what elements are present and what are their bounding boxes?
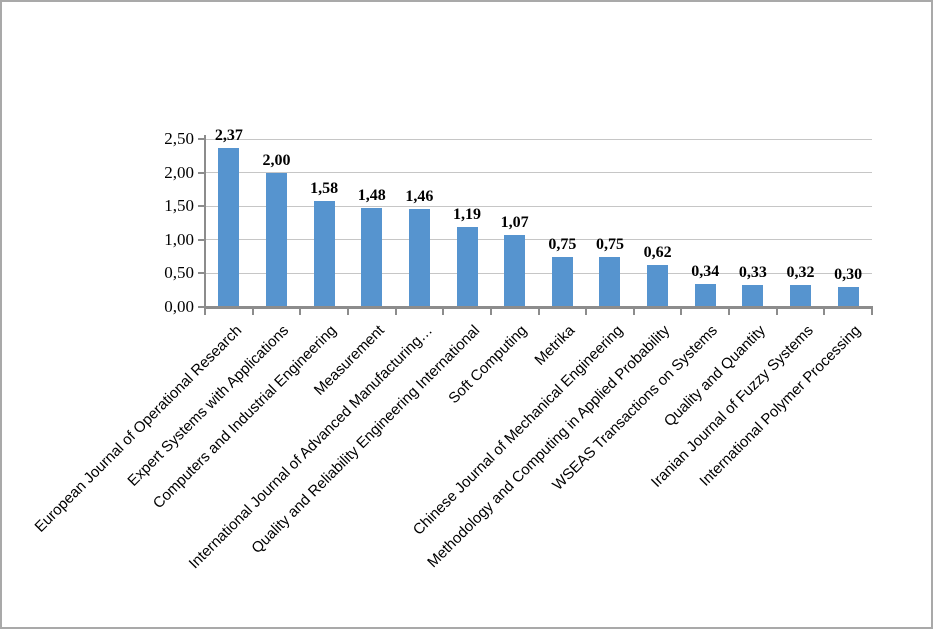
bar-value-label: 0,33 bbox=[738, 263, 767, 281]
y-axis-tick bbox=[198, 138, 206, 140]
gridline bbox=[205, 138, 872, 140]
x-axis-tick bbox=[775, 307, 778, 315]
category-label: Metrika bbox=[531, 322, 579, 369]
bar bbox=[265, 172, 287, 307]
bar bbox=[218, 147, 240, 307]
y-axis-label: 1,00 bbox=[164, 229, 194, 249]
x-axis-tick bbox=[632, 307, 635, 315]
x-axis-tick bbox=[489, 307, 492, 315]
bar bbox=[551, 256, 573, 307]
bar-value-label: 1,58 bbox=[310, 179, 339, 197]
gridline bbox=[205, 205, 872, 207]
x-axis-line bbox=[204, 306, 873, 309]
x-axis-tick bbox=[394, 307, 397, 315]
y-axis-label: 1,50 bbox=[164, 196, 194, 216]
gridline bbox=[205, 239, 872, 241]
y-axis-tick bbox=[198, 272, 206, 275]
x-axis-tick bbox=[204, 307, 206, 315]
bar-value-label: 2,00 bbox=[262, 151, 291, 169]
y-axis-tick bbox=[198, 306, 206, 308]
x-axis-tick bbox=[346, 307, 349, 315]
bar bbox=[742, 284, 764, 307]
category-label: Quality and Reliability Engineering Inte… bbox=[248, 322, 484, 557]
bar bbox=[456, 227, 478, 307]
x-axis-tick bbox=[442, 307, 445, 315]
y-axis-line bbox=[204, 135, 206, 309]
bar-value-label: 0,75 bbox=[548, 235, 577, 253]
x-axis-tick bbox=[680, 307, 683, 315]
bar bbox=[313, 200, 335, 307]
y-axis-label: 2,50 bbox=[164, 129, 194, 148]
x-axis-tick bbox=[585, 307, 588, 315]
y-axis-tick bbox=[198, 171, 206, 174]
bar bbox=[361, 207, 383, 307]
x-axis-tick bbox=[728, 307, 731, 315]
bar bbox=[837, 286, 859, 307]
bar bbox=[504, 235, 526, 307]
bar-value-label: 1,19 bbox=[453, 206, 482, 224]
x-axis-tick bbox=[871, 307, 873, 315]
y-axis-label: 0,50 bbox=[164, 263, 194, 283]
x-axis-tick bbox=[823, 307, 826, 315]
category-label: European Journal of Operational Research bbox=[31, 322, 245, 536]
bar bbox=[408, 208, 430, 307]
bar bbox=[647, 265, 669, 307]
gridline bbox=[205, 272, 872, 274]
x-axis-tick bbox=[537, 307, 540, 315]
y-axis-tick bbox=[198, 205, 206, 208]
bar-value-label: 2,37 bbox=[214, 126, 243, 144]
bar-value-label: 0,30 bbox=[834, 265, 863, 283]
bar bbox=[599, 256, 621, 307]
bar-value-label: 0,75 bbox=[595, 235, 624, 253]
x-axis-tick bbox=[251, 307, 254, 315]
bar-value-label: 1,48 bbox=[357, 186, 386, 204]
bar-value-label: 1,46 bbox=[405, 187, 434, 205]
y-axis-label: 0,00 bbox=[164, 297, 194, 316]
bar bbox=[790, 285, 812, 307]
bar-value-label: 0,32 bbox=[786, 264, 815, 282]
bar-value-label: 1,07 bbox=[500, 214, 529, 232]
bar-value-label: 0,34 bbox=[691, 263, 720, 281]
y-axis-label: 2,00 bbox=[164, 162, 194, 182]
y-axis-tick bbox=[198, 238, 206, 241]
gridline bbox=[205, 172, 872, 174]
x-axis-tick bbox=[299, 307, 302, 315]
bar bbox=[694, 284, 716, 307]
bar-value-label: 0,62 bbox=[643, 244, 672, 262]
